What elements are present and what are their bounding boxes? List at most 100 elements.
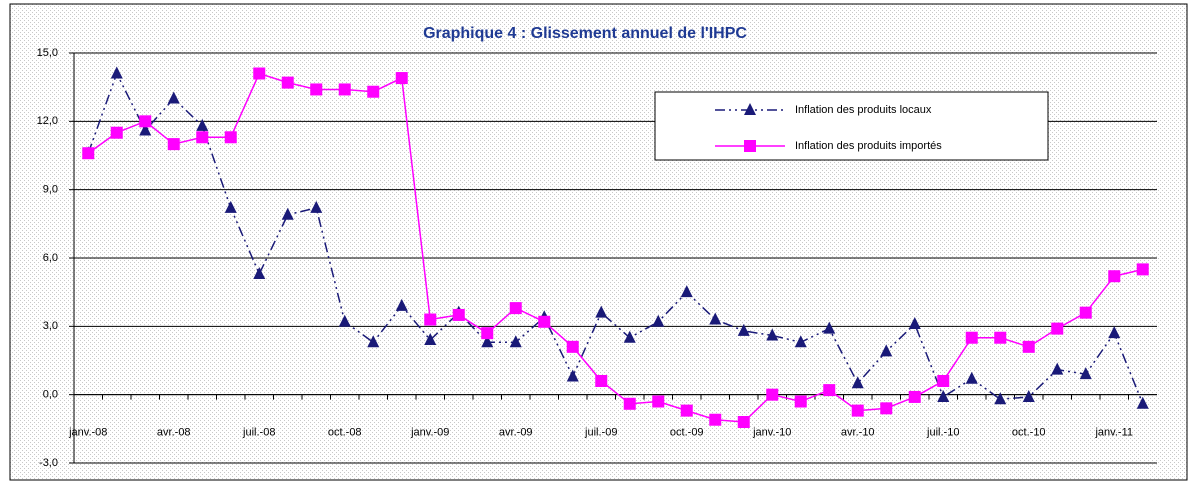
data-point: [595, 305, 608, 318]
data-point: [1051, 362, 1064, 375]
data-point: [595, 375, 608, 387]
y-tick-label: 6,0: [43, 252, 58, 264]
data-point: [1051, 322, 1064, 335]
data-point: [994, 392, 1007, 405]
data-point: [794, 395, 807, 408]
x-tick-label: juil.-08: [242, 427, 275, 439]
data-point: [1022, 389, 1035, 402]
data-point: [481, 327, 494, 340]
data-point: [224, 131, 237, 144]
data-point: [281, 76, 294, 89]
data-point: [253, 67, 266, 80]
x-tick-label: avr.-08: [157, 427, 191, 439]
data-point: [310, 83, 323, 96]
data-point: [908, 390, 921, 403]
x-tick-label: oct.-09: [670, 427, 704, 439]
data-point: [1108, 326, 1121, 339]
data-point: [680, 404, 693, 417]
data-point: [1136, 263, 1149, 276]
data-point: [937, 389, 950, 402]
data-point: [1079, 306, 1092, 319]
data-point: [395, 72, 408, 85]
y-tick-label: 15,0: [37, 47, 58, 59]
data-point: [766, 388, 779, 401]
data-point: [766, 328, 779, 341]
data-point: [452, 308, 465, 321]
data-point: [338, 83, 351, 96]
data-point: [224, 200, 237, 213]
data-point: [566, 369, 579, 382]
series-line: [87, 71, 1144, 405]
y-tick-label: 9,0: [43, 184, 58, 196]
data-point: [652, 395, 665, 408]
data-point: [709, 413, 722, 426]
data-point: [965, 371, 978, 384]
data-point: [395, 298, 408, 311]
data-point: [253, 266, 266, 279]
data-point: [709, 312, 722, 325]
data-point: [652, 314, 665, 327]
data-point: [110, 66, 123, 79]
chart-title: Graphique 4 : Glissement annuel de l'IHP…: [423, 25, 747, 42]
data-point: [367, 335, 380, 348]
legend-label: Inflation des produits importés: [795, 140, 942, 152]
data-point: [167, 138, 180, 151]
x-tick-label: janv.-08: [68, 427, 107, 439]
x-tick-label: avr.-09: [499, 427, 533, 439]
x-tick-label: avr.-10: [841, 427, 875, 439]
x-tick-label: janv.-09: [410, 427, 449, 439]
y-tick-label: 3,0: [43, 320, 58, 332]
data-point: [139, 123, 152, 136]
data-point: [737, 323, 750, 336]
x-tick-label: janv.-11: [1094, 427, 1133, 439]
data-point: [509, 335, 522, 348]
data-point: [880, 344, 893, 357]
data-point: [424, 313, 437, 326]
data-point: [623, 330, 636, 343]
data-point: [851, 376, 864, 389]
data-point: [823, 321, 836, 334]
data-point: [1022, 340, 1035, 353]
data-point: [908, 317, 921, 330]
data-point: [680, 285, 693, 298]
data-point: [737, 416, 750, 428]
data-point: [281, 207, 294, 220]
data-point: [566, 340, 579, 353]
data-point: [82, 147, 95, 160]
x-tick-label: juil.-09: [584, 427, 617, 439]
legend-marker: [744, 140, 756, 152]
data-point: [965, 331, 978, 344]
data-point: [110, 126, 123, 139]
data-point: [310, 200, 323, 213]
y-tick-label: -3,0: [39, 457, 58, 469]
data-point: [424, 333, 437, 345]
data-point: [823, 384, 836, 397]
data-point: [367, 85, 380, 98]
data-point: [880, 402, 893, 415]
x-tick-label: janv.-10: [752, 427, 791, 439]
data-point: [167, 91, 180, 104]
data-point: [1108, 270, 1121, 283]
data-point: [1079, 367, 1092, 380]
data-point: [994, 331, 1007, 344]
data-point: [937, 375, 950, 387]
data-point: [196, 131, 209, 144]
data-point: [1136, 396, 1149, 409]
y-tick-label: 12,0: [37, 115, 58, 127]
data-point: [481, 335, 494, 348]
data-point: [851, 404, 864, 417]
data-point: [538, 315, 551, 328]
x-tick-label: juil.-10: [926, 427, 959, 439]
y-tick-label: 0,0: [43, 389, 58, 401]
legend: [654, 91, 1049, 161]
data-point: [509, 302, 522, 315]
data-point: [623, 397, 636, 410]
data-point: [338, 314, 351, 327]
data-point: [139, 115, 152, 128]
legend-marker: [744, 103, 756, 115]
legend-label: Inflation des produits locaux: [795, 104, 932, 116]
data-point: [196, 118, 209, 131]
x-tick-label: oct.-08: [328, 427, 362, 439]
x-tick-label: oct.-10: [1012, 427, 1046, 439]
